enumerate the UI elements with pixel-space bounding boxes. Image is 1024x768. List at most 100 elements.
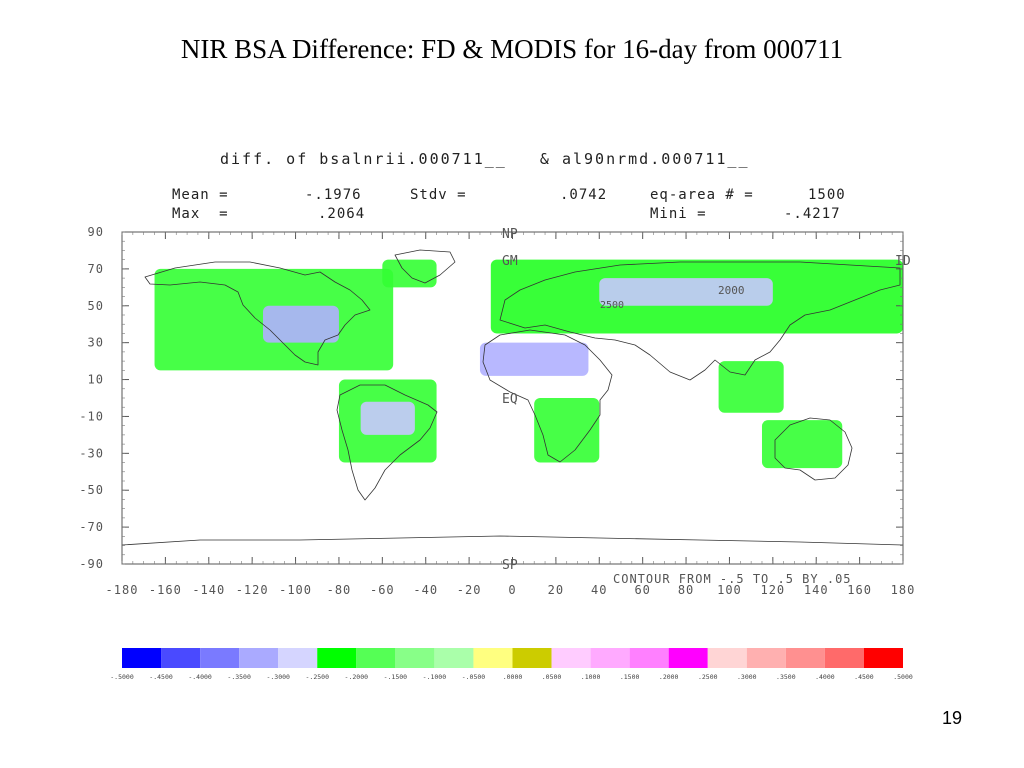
x-tick-label: 60 <box>634 583 650 597</box>
coastline-antarctica <box>121 535 904 546</box>
colorbar-swatch <box>434 648 474 668</box>
eq-area-label: eq-area # = <box>650 187 754 203</box>
min-value: -.4217 <box>784 206 841 222</box>
region-southern-africa <box>534 398 600 463</box>
eq-area-value: 1500 <box>808 187 846 203</box>
annotation-eq: EQ <box>502 392 518 407</box>
colorbar-label: .1500 <box>620 673 640 681</box>
annotation-sp: SP <box>502 558 518 573</box>
stdv-label: Stdv = <box>410 187 467 203</box>
colorbar: -.5000 -.4500 -.4000 -.3500 -.3000 -.2500 -.20… <box>110 648 913 681</box>
mean-value: -.1976 <box>305 187 362 203</box>
annotation-id: ID <box>895 254 911 269</box>
colorbar-label: -.1000 <box>423 673 447 681</box>
x-tick-label: -180 <box>106 583 139 597</box>
y-tick-label: 90 <box>88 225 104 239</box>
x-tick-label: 40 <box>591 583 607 597</box>
colorbar-swatch <box>512 648 552 668</box>
y-tick-label: -10 <box>79 409 104 423</box>
x-tick-label: -80 <box>327 583 352 597</box>
coastline-north-america <box>144 261 371 366</box>
x-tick-label: -120 <box>236 583 269 597</box>
stdv-value: .0742 <box>560 187 608 203</box>
region-southeast-asia <box>718 361 784 413</box>
max-value: .2064 <box>318 206 366 222</box>
colorbar-swatch <box>629 648 669 668</box>
y-tick-label: -30 <box>79 446 104 460</box>
colorbar-swatch <box>707 648 747 668</box>
plot-title: diff. of bsalnrii.000711__ & al90nrmd.00… <box>220 150 750 168</box>
x-tick-label: 120 <box>760 583 785 597</box>
page-number: 19 <box>941 708 962 728</box>
x-tick-label: 80 <box>678 583 694 597</box>
annotation-np: NP <box>502 227 518 242</box>
colorbar-swatch <box>200 648 240 668</box>
annotation-2000: 2000 <box>718 284 745 297</box>
annotation-gm: GM <box>502 254 518 269</box>
colorbar-label: .2000 <box>659 673 679 681</box>
colorbar-swatch <box>668 648 708 668</box>
annotations-layer: NP GM EQ SP ID 2000 2500 CONTOUR FROM -.… <box>502 227 911 586</box>
y-tick-label: -90 <box>79 557 104 571</box>
x-tick-label: -140 <box>192 583 225 597</box>
region-australia <box>761 420 843 469</box>
colorbar-label: .3000 <box>737 673 757 681</box>
colorbar-swatch <box>239 648 279 668</box>
colorbar-swatch <box>863 648 903 668</box>
colorbar-swatch <box>161 648 201 668</box>
coastline-south-america <box>336 384 438 501</box>
colorbar-label: .4500 <box>854 673 874 681</box>
colorbar-label: .5000 <box>893 673 913 681</box>
y-tick-label: 30 <box>88 336 104 350</box>
annotation-2500: 2500 <box>600 300 624 311</box>
contour-note: CONTOUR FROM -.5 TO .5 BY .05 <box>613 572 852 586</box>
x-tick-label: 100 <box>717 583 742 597</box>
mean-label: Mean = <box>172 187 229 203</box>
colorbar-label: -.3500 <box>227 673 251 681</box>
y-tick-label: 70 <box>88 262 104 276</box>
colorbar-label: .0000 <box>503 673 523 681</box>
x-tick-label: 160 <box>847 583 872 597</box>
x-tick-label: -100 <box>279 583 312 597</box>
region-greenland-coast <box>382 259 437 288</box>
x-tick-label: 0 <box>508 583 516 597</box>
colorbar-label: .0500 <box>542 673 562 681</box>
x-tick-label: 20 <box>548 583 564 597</box>
colorbar-label: -.2000 <box>345 673 369 681</box>
y-tick-label: -50 <box>79 483 104 497</box>
min-label: Mini = <box>650 206 707 222</box>
colorbar-label: .3500 <box>776 673 796 681</box>
slide-title: NIR BSA Difference: FD & MODIS for 16-da… <box>180 34 844 64</box>
coastline-layer <box>121 249 904 546</box>
colorbar-swatch <box>590 648 630 668</box>
colorbar-label: .1000 <box>581 673 601 681</box>
regions-layer <box>154 259 903 469</box>
coastline-australia <box>774 417 853 481</box>
colorbar-label: -.0500 <box>462 673 486 681</box>
colorbar-swatch <box>317 648 357 668</box>
x-tick-label: -60 <box>370 583 395 597</box>
colorbar-label: -.4500 <box>149 673 173 681</box>
colorbar-label: .2500 <box>698 673 718 681</box>
region-sahara <box>479 342 589 376</box>
colorbar-label: -.1500 <box>384 673 408 681</box>
colorbar-swatch <box>356 648 396 668</box>
coastline-eurasia <box>499 261 901 381</box>
colorbar-label: -.5000 <box>110 673 134 681</box>
colorbar-label: .4000 <box>815 673 835 681</box>
x-tick-label: -20 <box>457 583 482 597</box>
y-tick-label: 50 <box>88 299 104 313</box>
colorbar-label: -.3000 <box>266 673 290 681</box>
y-tick-label: 10 <box>88 373 104 387</box>
colorbar-swatch <box>473 648 513 668</box>
x-tick-label: 140 <box>804 583 829 597</box>
colorbar-label: -.4000 <box>188 673 212 681</box>
x-tick-label: -40 <box>413 583 438 597</box>
colorbar-swatch <box>551 648 591 668</box>
colorbar-swatch <box>746 648 786 668</box>
y-tick-label: -70 <box>79 520 104 534</box>
colorbar-swatch <box>122 648 162 668</box>
colorbar-swatch <box>824 648 864 668</box>
colorbar-swatch <box>785 648 825 668</box>
coastline-greenland <box>394 249 456 284</box>
